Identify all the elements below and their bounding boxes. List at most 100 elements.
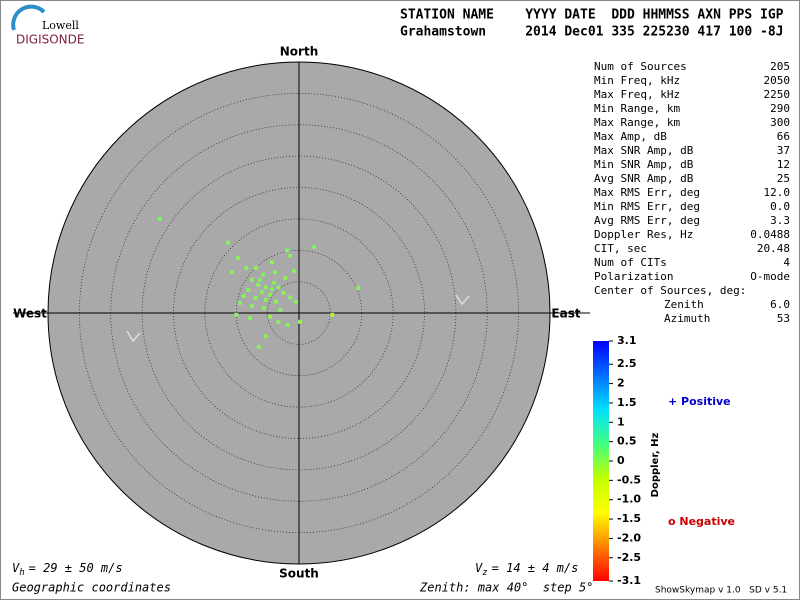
center-row-value: 6.0 [770, 298, 790, 311]
colorbar-tick-label: 1 [617, 415, 625, 428]
source-point [236, 255, 241, 260]
source-point [229, 270, 234, 275]
source-point [285, 322, 290, 327]
symbol [455, 294, 470, 306]
stat-label: Max Amp, dB [594, 130, 667, 143]
legend-negative: o Negative [668, 515, 735, 528]
stat-value: 2250 [764, 88, 791, 101]
source-point [268, 292, 273, 297]
stat-label: Num of CITs [594, 256, 667, 269]
source-point [261, 305, 266, 311]
header-values: Grahamstown 2014 Dec01 335 225230 417 10… [400, 25, 784, 40]
vh-text: = 29 ± 50 m/s [29, 561, 123, 575]
stat-label: Max Range, km [594, 116, 680, 129]
source-point [249, 277, 254, 282]
colorbar-tick-label: -2.0 [617, 531, 641, 544]
stat-label: Min Range, km [594, 102, 680, 115]
source-point [330, 312, 335, 317]
center-row-label: Azimuth [664, 312, 710, 325]
legend-positive: + Positive [668, 395, 731, 408]
center-row-label: Zenith [664, 298, 704, 311]
stat-value: 290 [770, 102, 790, 115]
colorbar-tick-label: -2.5 [617, 551, 641, 564]
source-point [285, 248, 290, 253]
source-point [259, 290, 265, 295]
vh-symbol: V [12, 561, 20, 575]
stat-label: Max Freq, kHz [594, 88, 680, 101]
source-point [291, 268, 297, 274]
stat-value: 37 [777, 144, 790, 157]
stat-label: Min SNR Amp, dB [594, 158, 694, 171]
colorbar-tick-label: 3.1 [617, 334, 637, 347]
stat-value: 205 [770, 60, 790, 73]
colorbar-tick-label: -3.1 [617, 574, 641, 587]
logo-top: Lowell [42, 19, 79, 32]
source-point [263, 334, 268, 339]
stat-value: 25 [777, 172, 790, 185]
stat-value: 66 [777, 130, 790, 143]
north-label: North [280, 45, 318, 59]
stat-value: 300 [770, 116, 790, 129]
source-point [355, 285, 361, 290]
stat-value: O-mode [750, 270, 790, 283]
source-point [269, 260, 275, 265]
source-point [312, 245, 317, 250]
colorbar-tick-label: 0.5 [617, 435, 637, 448]
source-point [298, 319, 303, 324]
source-point [226, 240, 231, 245]
logo-bottom: DIGISONDE [16, 33, 84, 47]
vz-label: Vz = 14 ± 4 m/s [475, 561, 578, 578]
source-point [273, 270, 278, 275]
polar-plot [13, 61, 590, 565]
source-point [276, 319, 281, 324]
colorbar [593, 341, 609, 581]
source-point [288, 253, 293, 258]
stat-value: 4 [783, 256, 790, 269]
source-point [249, 304, 254, 309]
stat-value: 2050 [764, 74, 791, 87]
stat-value: 0.0488 [750, 228, 790, 241]
source-point [256, 282, 261, 287]
center-label: Center of Sources, deg: [594, 284, 746, 297]
symbol [126, 330, 141, 343]
source-point [281, 290, 286, 295]
stat-value: 3.3 [770, 214, 790, 227]
south-label: South [279, 567, 319, 581]
source-point [256, 344, 261, 349]
source-point [157, 216, 162, 221]
vh-sub: h [19, 568, 24, 578]
stats-table: Num of Sources 205 Min Freq, kHz 2050 Max Fr… [594, 60, 790, 325]
source-point [248, 315, 253, 321]
source-point [263, 297, 268, 302]
colorbar-title: Doppler, Hz [650, 433, 661, 498]
stat-label: Min Freq, kHz [594, 74, 680, 87]
stat-label: Max RMS Err, deg [594, 186, 700, 199]
source-point [269, 287, 275, 292]
source-point [253, 265, 258, 270]
source-point [263, 285, 268, 290]
source-point [237, 300, 243, 306]
source-point [241, 294, 246, 299]
source-point [283, 275, 288, 280]
source-point [253, 295, 258, 300]
stat-label: Min RMS Err, deg [594, 200, 700, 213]
colorbar-tick-label: -1.0 [617, 493, 641, 506]
center-row-value: 53 [777, 312, 790, 325]
source-point [261, 272, 266, 277]
vz-text: = 14 ± 4 m/s [492, 561, 579, 575]
colorbar-tick-label: -0.5 [617, 473, 641, 486]
colorbar-ticks: 3.1 2.5 2 1.5 1 0.5 0 -0.5 -1.0 -1.5 -2.0 -2.5 -3.1 [609, 334, 641, 587]
stat-value: 20.48 [757, 242, 790, 255]
stat-value: 0.0 [770, 200, 790, 213]
stat-label: CIT, sec [594, 242, 647, 255]
east-label: East [551, 307, 580, 321]
zenith-label: Zenith: max 40° step 5° [419, 581, 593, 595]
source-point [278, 307, 283, 312]
source-point [258, 277, 263, 282]
source-point [276, 285, 281, 290]
stat-label: Avg RMS Err, deg [594, 214, 700, 227]
source-point [273, 299, 278, 304]
colorbar-tick-label: 1.5 [617, 396, 637, 409]
header-labels: STATION NAME YYYY DATE DDD HHMMSS AXN PP… [400, 8, 784, 23]
